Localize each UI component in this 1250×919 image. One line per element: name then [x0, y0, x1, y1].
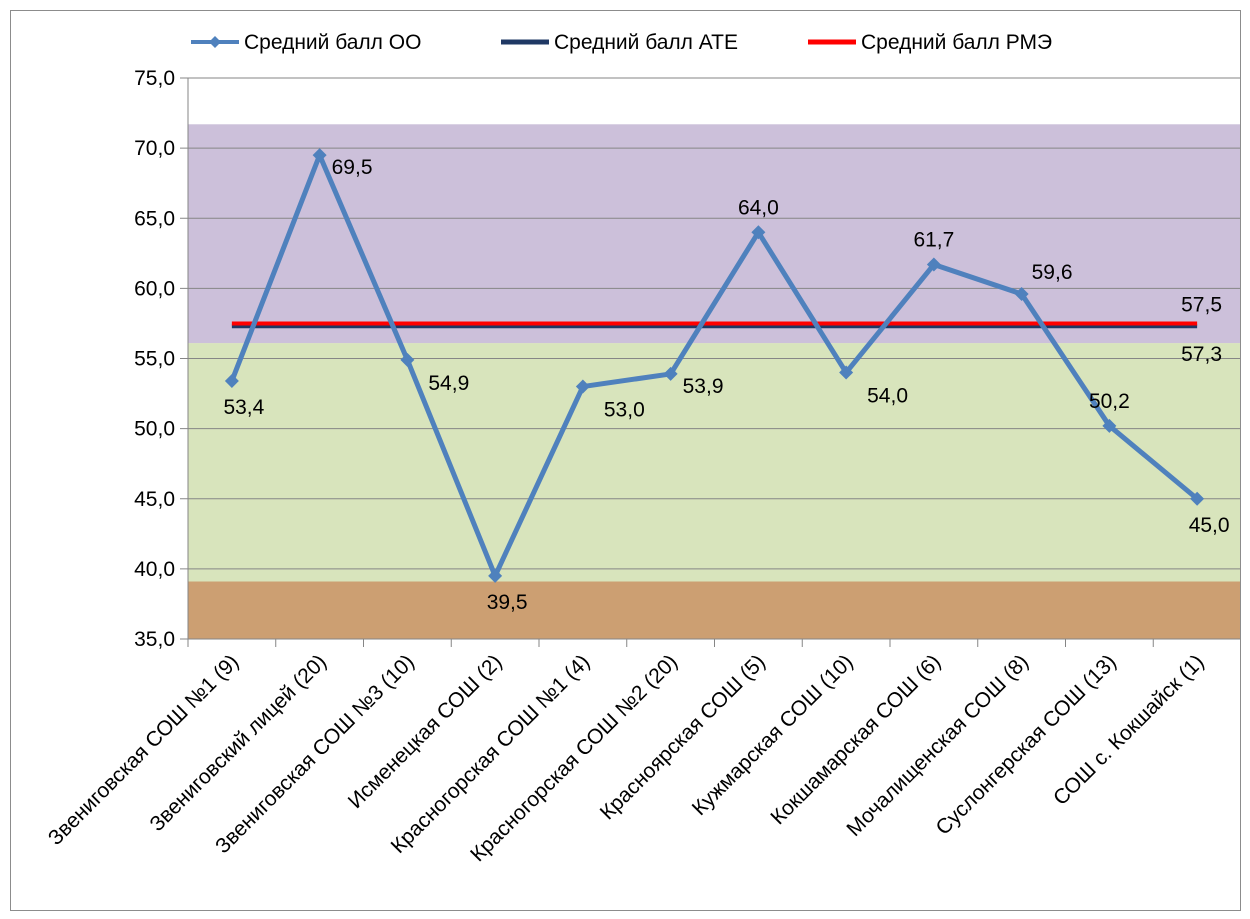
y-tick-label: 35,0 [134, 628, 175, 651]
data-label: 50,2 [1089, 390, 1130, 413]
data-label: 69,5 [332, 156, 373, 179]
legend-label-1: Средний балл АТЕ [554, 31, 738, 54]
x-category-label: СОШ с. Кокшайск (1) [1049, 650, 1209, 810]
y-tick-label: 45,0 [134, 488, 175, 511]
data-point-marker [839, 365, 854, 380]
data-label-rme: 57,5 [1181, 293, 1222, 316]
data-label-ate: 57,3 [1181, 343, 1222, 366]
data-point-marker [663, 366, 678, 381]
legend-marker-0 [209, 36, 221, 48]
y-tick-label: 65,0 [134, 207, 175, 230]
data-label: 39,5 [487, 591, 528, 614]
data-label: 53,0 [604, 399, 645, 422]
data-label: 54,9 [428, 372, 469, 395]
data-point-marker [312, 148, 327, 163]
data-label: 45,0 [1189, 514, 1230, 537]
chart-frame: 35,0 40,0 45,0 50,0 55,0 60,0 65,0 70,0 75,0 Зве… [10, 10, 1241, 911]
y-tick-label: 60,0 [134, 277, 175, 300]
legend-label-2: Средний балл РМЭ [861, 31, 1052, 54]
data-point-marker [1014, 286, 1029, 301]
band-1 [188, 343, 1240, 582]
axis-layer: 35,0 40,0 45,0 50,0 55,0 60,0 65,0 70,0 75,0 [134, 67, 1240, 651]
data-point-marker [488, 568, 503, 583]
data-point-marker [224, 373, 239, 388]
legend-label-0: Средний балл ОО [244, 31, 421, 54]
data-label: 64,0 [738, 196, 779, 219]
data-label: 54,0 [867, 385, 908, 408]
data-point-marker [400, 352, 415, 367]
x-category-label: Исменецкая СОШ (2) [344, 650, 507, 813]
data-label: 53,9 [683, 375, 724, 398]
data-point-marker [751, 225, 766, 240]
data-point-marker [1102, 418, 1117, 433]
data-point-marker [575, 379, 590, 394]
x-category-label: Суслонгерская СОШ (13) [932, 650, 1121, 839]
data-label: 59,6 [1032, 261, 1073, 284]
series-line-oo [229, 152, 1199, 579]
data-point-marker [926, 257, 941, 272]
data-label: 53,4 [223, 396, 264, 419]
x-category-label: Мочалищенская СОШ (8) [842, 650, 1033, 841]
x-category-label: Красноярская СОШ (5) [596, 650, 770, 824]
line-chart: 35,0 40,0 45,0 50,0 55,0 60,0 65,0 70,0 75,0 Зве… [44, 31, 1240, 866]
y-tick-label: 70,0 [134, 137, 175, 160]
band-0 [188, 581, 1240, 639]
y-tick-label: 40,0 [134, 558, 175, 581]
data-label: 61,7 [913, 229, 954, 252]
legend: Средний балл ОО Средний балл АТЕ Средний б… [191, 31, 1052, 54]
bands-layer [188, 124, 1240, 639]
y-tick-label: 50,0 [134, 418, 175, 441]
y-tick-label: 55,0 [134, 348, 175, 371]
x-category-label: Кужмарская СОШ (10) [688, 650, 858, 820]
y-tick-label: 75,0 [134, 67, 175, 90]
series-layer [224, 148, 1205, 583]
x-category-label: Звениговская СОШ №1 (9) [44, 650, 244, 850]
data-point-marker [1190, 491, 1205, 506]
x-category-label: Звениговский лицей (20) [145, 650, 331, 836]
x-category-label: Кокшамарская СОШ (6) [766, 650, 945, 829]
